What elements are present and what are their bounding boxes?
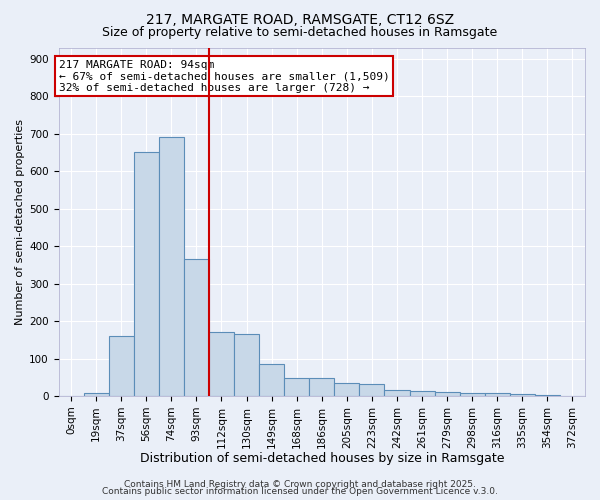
Bar [535, 395, 560, 396]
Text: 217 MARGATE ROAD: 94sqm
← 67% of semi-detached houses are smaller (1,509)
32% of: 217 MARGATE ROAD: 94sqm ← 67% of semi-de… [59, 60, 389, 93]
Text: 217, MARGATE ROAD, RAMSGATE, CT12 6SZ: 217, MARGATE ROAD, RAMSGATE, CT12 6SZ [146, 12, 454, 26]
Bar [259, 364, 284, 396]
Bar [460, 393, 485, 396]
Bar [410, 392, 434, 396]
Text: Size of property relative to semi-detached houses in Ramsgate: Size of property relative to semi-detach… [103, 26, 497, 39]
Bar [234, 334, 259, 396]
Bar [485, 393, 510, 396]
X-axis label: Distribution of semi-detached houses by size in Ramsgate: Distribution of semi-detached houses by … [140, 452, 504, 465]
Bar [510, 394, 535, 396]
Bar [359, 384, 385, 396]
Y-axis label: Number of semi-detached properties: Number of semi-detached properties [15, 118, 25, 324]
Bar [134, 152, 159, 396]
Bar [209, 332, 234, 396]
Bar [334, 383, 359, 396]
Bar [159, 138, 184, 396]
Text: Contains public sector information licensed under the Open Government Licence v.: Contains public sector information licen… [102, 488, 498, 496]
Bar [309, 378, 334, 396]
Text: Contains HM Land Registry data © Crown copyright and database right 2025.: Contains HM Land Registry data © Crown c… [124, 480, 476, 489]
Bar [385, 390, 410, 396]
Bar [434, 392, 460, 396]
Bar [184, 259, 209, 396]
Bar [83, 393, 109, 396]
Bar [109, 336, 134, 396]
Bar [284, 378, 309, 396]
